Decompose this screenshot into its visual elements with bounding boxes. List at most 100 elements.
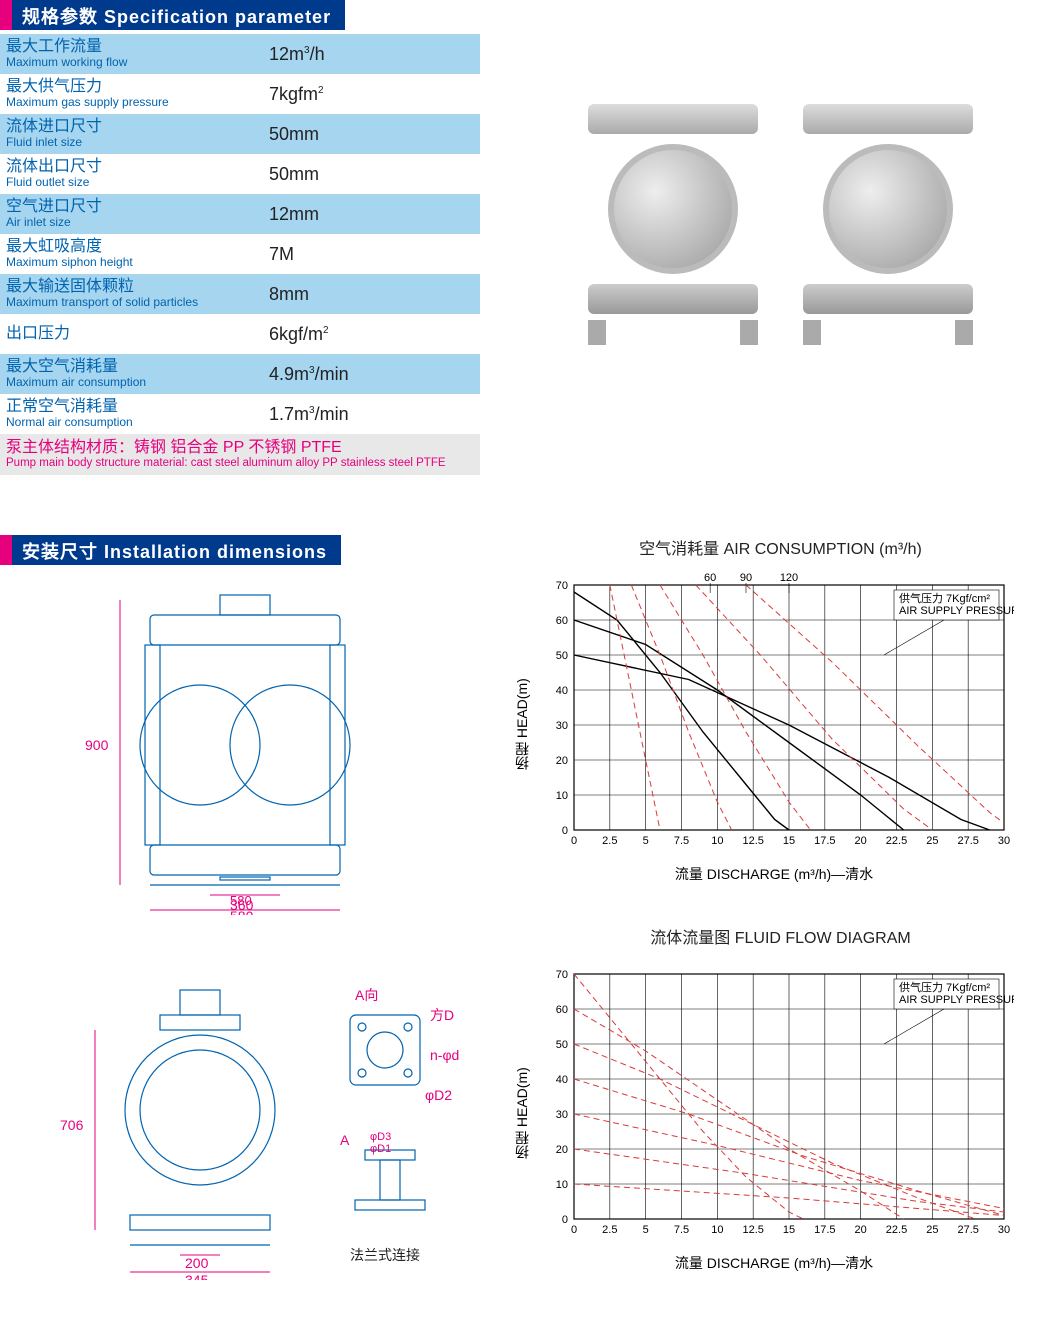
- svg-text:10: 10: [556, 790, 568, 802]
- chart2-title: 流体流量图 FLUID FLOW DIAGRAM: [510, 924, 1051, 948]
- svg-text:A: A: [340, 1132, 350, 1148]
- spec-value: 7M: [265, 244, 480, 265]
- spec-label-cn: 最大工作流量: [6, 38, 259, 56]
- svg-text:60: 60: [556, 1004, 568, 1016]
- svg-text:22.5: 22.5: [886, 835, 907, 847]
- svg-text:60: 60: [704, 572, 716, 584]
- svg-text:20: 20: [556, 755, 568, 767]
- spec-label-cn: 流体进口尺寸: [6, 118, 259, 136]
- spec-label-cn: 正常空气消耗量: [6, 398, 259, 416]
- material-row: 泵主体结构材质：铸钢 铝合金 PP 不锈钢 PTFE Pump main bod…: [0, 434, 480, 475]
- svg-text:10: 10: [556, 1179, 568, 1191]
- svg-text:2.5: 2.5: [602, 1224, 617, 1236]
- svg-text:90: 90: [740, 572, 752, 584]
- spec-label-en: Maximum siphon height: [6, 256, 259, 270]
- spec-header: 规格参数 Specification parameter: [0, 0, 1051, 30]
- svg-text:25: 25: [926, 835, 938, 847]
- spec-value: 4.9m3/min: [265, 364, 480, 385]
- install-title: 安装尺寸 Installation dimensions: [12, 535, 341, 565]
- spec-column: 最大工作流量Maximum working flow12m3/h 最大供气压力 Ma…: [0, 34, 480, 475]
- fluid-flow-chart: 扬程 HEAD(m) 01020304050607002.557.51012.5…: [510, 954, 1051, 1273]
- svg-text:n-φd: n-φd: [430, 1047, 459, 1063]
- material-cn: 泵主体结构材质：铸钢 铝合金 PP 不锈钢 PTFE: [6, 438, 474, 457]
- svg-text:AIR SUPPLY PRESSURE: AIR SUPPLY PRESSURE: [899, 605, 1014, 617]
- svg-text:50: 50: [556, 1039, 568, 1051]
- spec-table: 最大工作流量Maximum working flow12m3/h 最大供气压力 Ma…: [0, 34, 480, 434]
- svg-text:φD1: φD1: [370, 1143, 391, 1155]
- chart1-title: 空气消耗量 AIR CONSUMPTION (m³/h): [510, 535, 1051, 559]
- spec-label-en: Fluid outlet size: [6, 176, 259, 190]
- svg-text:580: 580: [230, 908, 254, 915]
- spec-label-en: Maximum transport of solid particles: [6, 296, 259, 310]
- spec-value: 12mm: [265, 204, 480, 225]
- svg-text:法兰式连接: 法兰式连接: [350, 1247, 420, 1263]
- spec-row: 最大输送固体颗粒Maximum transport of solid parti…: [0, 274, 480, 314]
- svg-text:17.5: 17.5: [814, 1224, 835, 1236]
- spec-row: 最大虹吸高度Maximum siphon height7M: [0, 234, 480, 274]
- side-view-diagram: A向 方D n-φd φD2 A φD3 φD1 706 200 345 法兰式…: [0, 960, 480, 1285]
- spec-row: 正常空气消耗量Normal air consumption1.7m3/min: [0, 394, 480, 434]
- spec-value: 1.7m3/min: [265, 404, 480, 425]
- svg-text:60: 60: [556, 615, 568, 627]
- svg-text:A向: A向: [355, 987, 378, 1003]
- svg-text:70: 70: [556, 969, 568, 981]
- svg-text:0: 0: [562, 1214, 568, 1226]
- svg-text:15: 15: [783, 1224, 795, 1236]
- spec-label-cn: 最大输送固体颗粒: [6, 278, 259, 296]
- spec-value: 12m3/h: [265, 44, 480, 65]
- spec-row: 空气进口尺寸Air inlet size 12mm: [0, 194, 480, 234]
- svg-text:12.5: 12.5: [742, 835, 763, 847]
- spec-row: 最大工作流量Maximum working flow12m3/h: [0, 34, 480, 74]
- svg-text:0: 0: [562, 825, 568, 837]
- spec-row: 最大空气消耗量Maximum air consumption4.9m3/min: [0, 354, 480, 394]
- material-en: Pump main body structure material: cast …: [6, 457, 474, 471]
- svg-text:φD2: φD2: [425, 1087, 452, 1103]
- spec-label-cn: 最大空气消耗量: [6, 358, 259, 376]
- chart1-svg: 01020304050607002.557.51012.51517.52022.…: [534, 565, 1014, 855]
- svg-text:供气压力 7Kgf/cm²: 供气压力 7Kgf/cm²: [899, 980, 990, 994]
- svg-text:706: 706: [60, 1117, 84, 1133]
- svg-text:30: 30: [998, 835, 1010, 847]
- spec-label-cn: 空气进口尺寸: [6, 198, 259, 216]
- svg-text:27.5: 27.5: [957, 1224, 978, 1236]
- svg-text:25: 25: [926, 1224, 938, 1236]
- spec-label-en: Fluid inlet size: [6, 136, 259, 150]
- spec-value: 50mm: [265, 124, 480, 145]
- chart1-xlabel: 流量 DISCHARGE (m³/h)—清水: [534, 864, 1014, 884]
- svg-text:120: 120: [780, 572, 798, 584]
- accent-bar: [0, 0, 12, 30]
- svg-text:AIR SUPPLY PRESSURE: AIR SUPPLY PRESSURE: [899, 994, 1014, 1006]
- svg-text:30: 30: [998, 1224, 1010, 1236]
- spec-label-cn: 最大供气压力: [6, 78, 259, 96]
- spec-title: 规格参数 Specification parameter: [12, 0, 345, 30]
- top-area: 最大工作流量Maximum working flow12m3/h 最大供气压力 Ma…: [0, 34, 1051, 475]
- svg-text:2.5: 2.5: [602, 835, 617, 847]
- spec-label-en: Air inlet size: [6, 216, 259, 230]
- spec-label-cn: 流体出口尺寸: [6, 158, 259, 176]
- svg-text:22.5: 22.5: [886, 1224, 907, 1236]
- svg-text:10: 10: [711, 835, 723, 847]
- svg-text:40: 40: [556, 1074, 568, 1086]
- front-view-diagram: 900 360 580 580: [0, 585, 480, 920]
- svg-text:40: 40: [556, 685, 568, 697]
- svg-text:345: 345: [185, 1272, 209, 1280]
- spec-row: 流体进口尺寸Fluid inlet size 50mm: [0, 114, 480, 154]
- spec-value: 7kgfm2: [265, 84, 480, 105]
- svg-text:20: 20: [855, 1224, 867, 1236]
- chart2-ylabel: 扬程 HEAD(m): [510, 954, 534, 1273]
- svg-text:0: 0: [571, 835, 577, 847]
- svg-text:50: 50: [556, 650, 568, 662]
- product-photo: [510, 34, 1051, 475]
- svg-text:供气压力 7Kgf/cm²: 供气压力 7Kgf/cm²: [899, 591, 990, 605]
- air-consumption-chart: 扬程 HEAD(m) 01020304050607002.557.51012.5…: [510, 565, 1051, 884]
- svg-text:200: 200: [185, 1255, 209, 1271]
- chart2-svg: 01020304050607002.557.51012.51517.52022.…: [534, 954, 1014, 1244]
- lower-area: 安装尺寸 Installation dimensions 90 0: [0, 535, 1051, 1313]
- svg-text:15: 15: [783, 835, 795, 847]
- spec-value: 6kgf/m2: [265, 324, 480, 345]
- svg-text:27.5: 27.5: [957, 835, 978, 847]
- spec-row: 流体出口尺寸Fluid outlet size 50mm: [0, 154, 480, 194]
- svg-text:17.5: 17.5: [814, 835, 835, 847]
- svg-text:φD3: φD3: [370, 1131, 391, 1143]
- spec-value: 50mm: [265, 164, 480, 185]
